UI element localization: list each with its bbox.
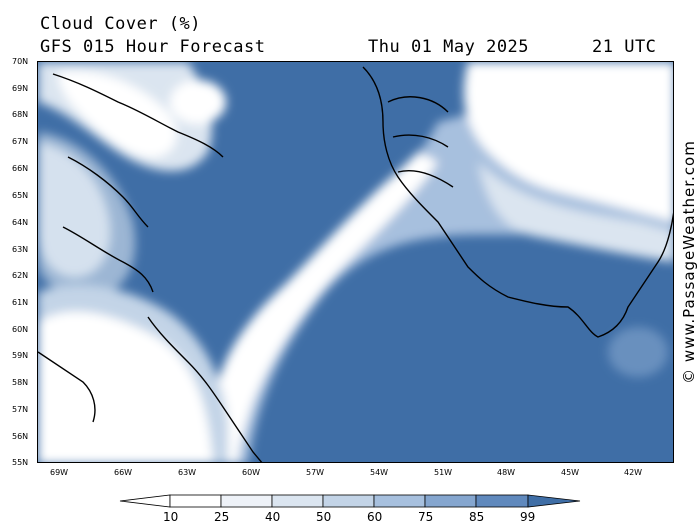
lat-label: 67N	[12, 137, 29, 146]
lat-label: 66N	[12, 164, 29, 173]
legend-tick: 85	[469, 510, 485, 524]
lon-label: 66W	[114, 468, 133, 477]
legend-tick: 50	[316, 510, 332, 524]
site-credit: © www.PassageWeather.com	[680, 140, 698, 384]
lat-label: 59N	[12, 351, 29, 360]
legend-right-arrow	[527, 494, 581, 508]
lon-label: 48W	[497, 468, 516, 477]
legend-swatch	[169, 494, 222, 508]
legend-swatch	[322, 494, 375, 508]
lon-label: 42W	[624, 468, 643, 477]
lat-label: 70N	[12, 57, 29, 66]
forecast-date: Thu 01 May 2025	[368, 37, 530, 57]
cloud-cover-map	[37, 61, 674, 463]
coast-baffin-south	[62, 226, 154, 293]
legend-tick: 75	[418, 510, 434, 524]
lat-label: 57N	[12, 405, 29, 414]
lat-label: 58N	[12, 378, 29, 387]
forecast-time: 21 UTC	[592, 37, 657, 57]
map-canvas	[38, 62, 673, 462]
lat-label: 65N	[12, 191, 29, 200]
lon-label: 60W	[242, 468, 261, 477]
lon-label: 51W	[434, 468, 453, 477]
legend-swatch	[424, 494, 477, 508]
map-title: Cloud Cover (%)	[40, 14, 202, 34]
legend-tick: 40	[265, 510, 281, 524]
lat-label: 61N	[12, 298, 29, 307]
lon-label: 69W	[50, 468, 69, 477]
coastlines	[38, 66, 673, 462]
legend-bar	[119, 494, 581, 508]
coast-baffin-north	[52, 73, 224, 158]
cloud-sw-edge	[38, 284, 228, 462]
cloud-greenland-edge	[478, 162, 673, 262]
lon-label: 45W	[561, 468, 580, 477]
cloud-sw	[38, 311, 213, 462]
coast-baffin-mid	[67, 156, 149, 228]
lat-label: 68N	[12, 110, 29, 119]
coast-greenland-west	[362, 66, 673, 338]
lat-label: 60N	[12, 325, 29, 334]
legend-swatch	[475, 494, 529, 508]
legend-swatch	[220, 494, 273, 508]
coast-labrador	[147, 316, 263, 462]
legend-tick: 99	[520, 510, 536, 524]
legend-tick: 10	[163, 510, 179, 524]
cloud-patch-south	[608, 327, 668, 377]
coast-labrador-west	[38, 351, 96, 423]
lat-label: 63N	[12, 245, 29, 254]
legend-tick: 60	[367, 510, 383, 524]
lat-label: 62N	[12, 271, 29, 280]
lon-label: 63W	[178, 468, 197, 477]
cloud-patch	[170, 80, 226, 124]
lon-label: 57W	[306, 468, 325, 477]
legend-swatch	[373, 494, 426, 508]
lat-label: 64N	[12, 218, 29, 227]
lat-label: 55N	[12, 458, 29, 467]
legend-left-arrow	[119, 494, 171, 508]
cloud-greenland	[464, 62, 673, 222]
cloud-band-core	[211, 152, 438, 462]
lon-label: 54W	[370, 468, 389, 477]
lat-label: 69N	[12, 84, 29, 93]
coast-greenland-fjords	[387, 96, 454, 188]
lat-label: 56N	[12, 432, 29, 441]
legend-tick: 25	[214, 510, 230, 524]
forecast-label: GFS 015 Hour Forecast	[40, 37, 266, 57]
cloud-baffin-core	[58, 71, 177, 158]
legend-swatch	[271, 494, 324, 508]
